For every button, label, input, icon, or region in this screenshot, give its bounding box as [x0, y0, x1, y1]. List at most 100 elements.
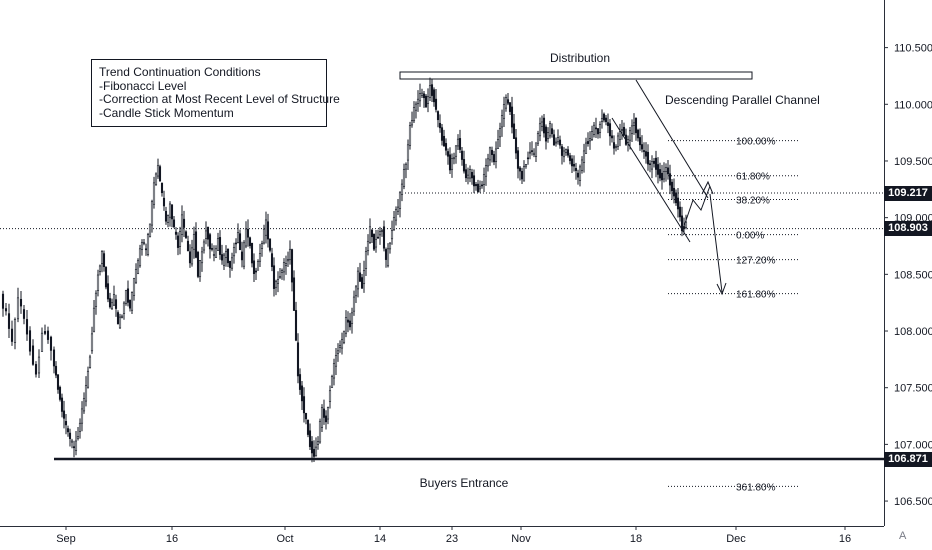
candle-body — [414, 103, 418, 111]
candle-body — [614, 146, 618, 148]
candle-body — [120, 315, 124, 318]
candle-body — [256, 261, 260, 271]
candle-body — [564, 149, 568, 153]
candle-body — [336, 350, 340, 355]
candle-body — [324, 415, 328, 423]
candle-body — [280, 270, 284, 273]
candle-body — [456, 138, 460, 147]
candle-body — [178, 231, 182, 247]
candle-body — [240, 251, 244, 261]
candle-body — [214, 248, 218, 258]
candles — [1, 77, 688, 463]
candle-body — [330, 376, 334, 388]
candle-body — [568, 155, 572, 161]
candle-body — [226, 248, 230, 264]
candle-body — [396, 206, 400, 212]
auto-scale-button[interactable]: A — [899, 530, 907, 542]
candle-body — [526, 157, 530, 160]
candle-body — [118, 316, 122, 329]
candle-body — [74, 440, 78, 451]
candle-body — [422, 93, 426, 99]
candle-body — [374, 238, 378, 248]
candle-body — [398, 192, 402, 209]
candle-body — [518, 167, 522, 172]
candle-body — [618, 130, 622, 140]
candle-body — [37, 356, 41, 374]
candle-body — [1, 293, 5, 309]
candle-body — [162, 197, 166, 207]
candle-body — [470, 172, 474, 179]
price-tick-label: 106.500 — [894, 496, 932, 508]
candle-body — [49, 336, 53, 351]
candle-body — [364, 251, 368, 269]
candle-body — [438, 122, 442, 129]
candle-body — [182, 218, 186, 228]
candle-body — [552, 134, 556, 146]
candle-body — [196, 252, 200, 277]
projection-down-line — [709, 193, 723, 293]
candle-body — [76, 436, 80, 439]
candle-body — [22, 309, 26, 319]
candle-body — [490, 149, 494, 155]
candle-body — [156, 165, 160, 177]
time-tick-label: 23 — [446, 533, 458, 545]
candle-body — [500, 115, 504, 128]
candle-body — [584, 142, 588, 154]
candle-body — [508, 102, 512, 112]
candle-body — [154, 173, 158, 186]
candle-body — [658, 169, 662, 179]
candle-body — [442, 135, 446, 147]
candle-body — [316, 441, 320, 445]
candle-body — [482, 174, 486, 185]
candle-body — [498, 128, 502, 138]
candle-body — [404, 163, 408, 170]
candle-body — [112, 294, 116, 306]
candle-body — [346, 319, 350, 323]
candle-body — [56, 374, 60, 390]
candle-body — [318, 420, 322, 443]
candle-body — [488, 147, 492, 161]
candle-body — [380, 230, 384, 232]
conditions-box[interactable]: Trend Continuation Conditions -Fibonacci… — [91, 59, 340, 127]
candle-body — [538, 123, 542, 137]
candle-body — [408, 125, 412, 146]
candle-body — [298, 374, 302, 390]
candle-body — [13, 319, 17, 343]
candle-body — [272, 265, 276, 289]
conditions-line-3: -Correction at Most Recent Level of Stru… — [99, 92, 340, 106]
candle-body — [486, 158, 490, 167]
price-tick-label: 110.000 — [894, 99, 932, 111]
candle-body — [82, 398, 86, 412]
candle-body — [184, 231, 188, 238]
candle-body — [116, 312, 120, 325]
candle-body — [144, 248, 148, 251]
candle-body — [542, 117, 546, 134]
candle-body — [264, 219, 268, 236]
candle-body — [238, 233, 242, 251]
candle-body — [84, 385, 88, 402]
candle-body — [448, 154, 452, 171]
candle-body — [136, 260, 140, 275]
candle-body — [228, 260, 232, 268]
candle-body — [366, 240, 370, 252]
candle-body — [388, 242, 392, 250]
candle-body — [386, 248, 390, 267]
candle-body — [150, 201, 154, 226]
candle-body — [428, 85, 432, 98]
candle-body — [616, 135, 620, 147]
fib-level-label: 127.20% — [736, 256, 776, 267]
candle-body — [268, 238, 272, 251]
candle-body — [638, 137, 642, 146]
candle-body — [28, 330, 32, 352]
candle-body — [648, 163, 652, 166]
candle-body — [392, 217, 396, 230]
candle-body — [400, 183, 404, 195]
candle-body — [34, 364, 38, 375]
candle-body — [210, 248, 214, 250]
candle-body — [114, 299, 118, 309]
time-tick-label: Oct — [276, 533, 293, 545]
candle-body — [646, 151, 650, 165]
candle-body — [7, 313, 11, 329]
